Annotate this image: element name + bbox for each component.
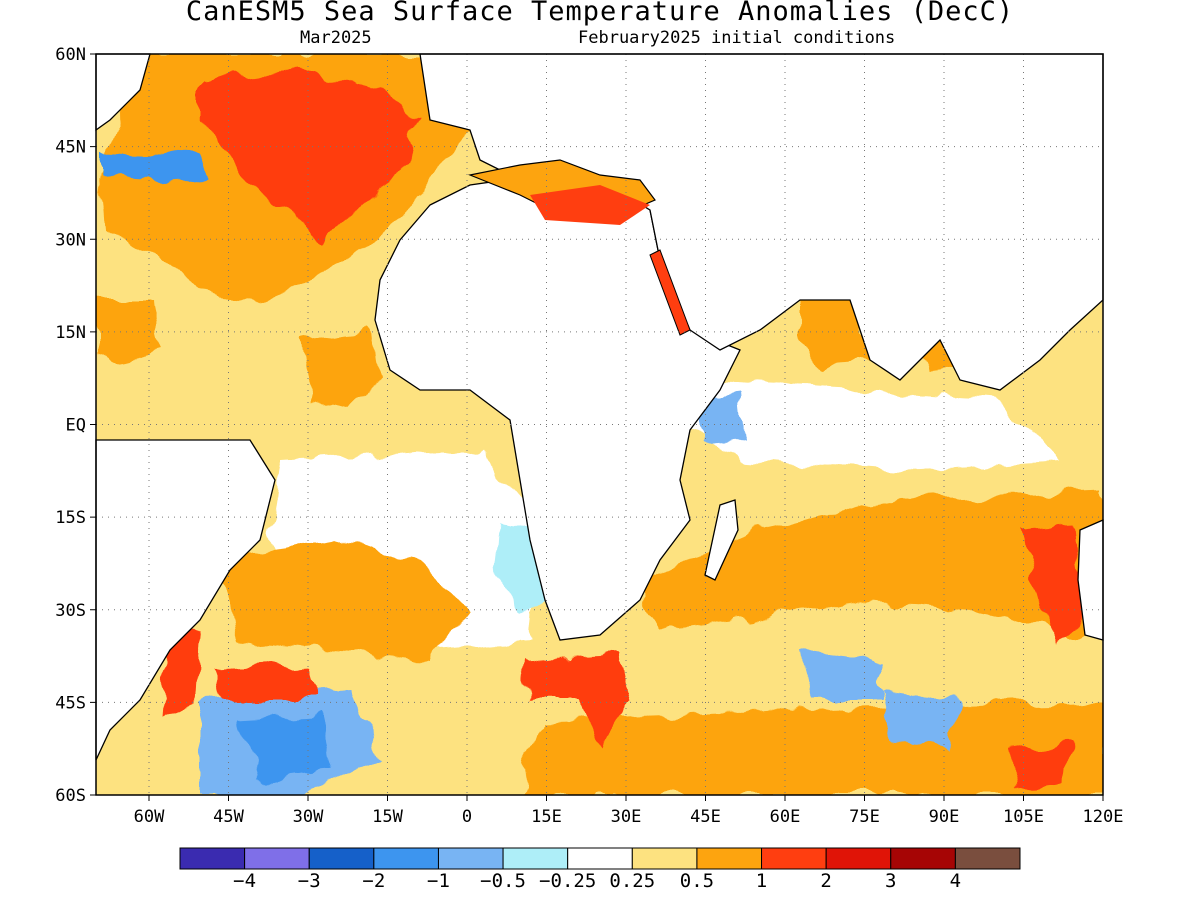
lat-tick-label: 30N (55, 230, 86, 250)
colorbar (179, 847, 1021, 870)
colorbar-swatch (244, 847, 310, 870)
lon-tick-label: 15W (372, 807, 403, 827)
lon-tick-label: 15E (531, 807, 562, 827)
lat-tick-label: 15N (55, 323, 86, 343)
lon-tick-label: 30E (611, 807, 642, 827)
colorbar-label: −0.25 (539, 870, 597, 892)
west-australia-strong-warm-region (1020, 525, 1085, 645)
lat-tick-label: 60S (55, 786, 86, 806)
red-sea (649, 249, 691, 336)
colorbar-label: 3 (885, 870, 897, 892)
southern-ocean-strong-warm-patch (1010, 745, 1070, 785)
indian-ocean-neutral-region (690, 380, 1060, 470)
colorbar-swatch (308, 847, 375, 870)
lat-tick-label: 30S (55, 601, 86, 621)
tropical-atlantic-warm-region (300, 330, 380, 410)
lon-tick-label: 60E (770, 807, 801, 827)
southern-ocean-warm-band (520, 700, 1103, 795)
mediterranean-strong-warm (530, 185, 650, 225)
southern-indian-cold-region (800, 650, 880, 700)
australia-land (1077, 519, 1104, 641)
colorbar-label: −0.5 (480, 870, 526, 892)
gulf-stream-cold-region (100, 150, 210, 180)
lat-tick-label: 45S (55, 693, 86, 713)
colorbar-swatch (954, 847, 1021, 870)
colorbar-label: 2 (820, 870, 832, 892)
west-atlantic-warm-region (96, 300, 160, 360)
landmasses (95, 53, 1104, 761)
chart-title: CanESM5 Sea Surface Temperature Anomalie… (185, 0, 1015, 27)
colorbar-swatch (890, 847, 956, 870)
colorbar-swatch (179, 847, 246, 870)
lon-tick-label: 90E (929, 807, 960, 827)
colorbar-swatch (761, 847, 827, 870)
lon-tick-label: 105E (1003, 807, 1044, 827)
colorbar-label: 0.25 (609, 870, 656, 892)
forecast-month: Mar2025 (300, 28, 372, 48)
lon-tick-label: 75E (849, 807, 880, 827)
agulhas-strong-warm-region (520, 655, 630, 750)
south-america-land (95, 439, 276, 761)
lon-tick-label: 60W (134, 807, 165, 827)
somali-cold-region (700, 395, 745, 445)
colorbar-swatch (696, 847, 763, 870)
colorbar-label: −3 (297, 870, 321, 892)
colorbar-label: −1 (427, 870, 450, 892)
lat-tick-label: EQ (66, 416, 86, 436)
south-indian-warm-region (640, 490, 1103, 640)
lon-tick-label: 0 (462, 807, 472, 827)
lat-tick-label: 15S (55, 508, 86, 528)
lat-tick-label: 45N (55, 138, 86, 158)
colorbar-swatch (825, 847, 892, 870)
madagascar-land (704, 499, 739, 581)
lat-tick-label: 60N (55, 45, 86, 65)
lon-tick-label: 45W (213, 807, 244, 827)
south-america-coast-strong-warm (160, 630, 200, 720)
lat-axis: 60N 45N 30N 15N EQ 15S 30S 45S 60S (55, 45, 96, 806)
arabia-asia-land (419, 53, 1104, 391)
colorbar-label: 4 (949, 870, 962, 892)
colorbar-label: −2 (362, 870, 386, 892)
colorbar-label: −4 (233, 870, 257, 892)
colorbar-swatch (373, 847, 439, 870)
colorbar-swatch (437, 847, 504, 870)
colorbar-swatch (631, 847, 698, 870)
southern-indian-cold-region-2 (880, 690, 960, 750)
colorbar-swatch (567, 847, 633, 870)
colorbar-swatch (502, 847, 569, 870)
south-atlantic-cold-core (240, 715, 330, 780)
lon-tick-label: 120E (1083, 807, 1124, 827)
lon-axis: 60W 45W 30W 15W 0 15E 30E 45E 60E 75E 90E 105E 120E (134, 795, 1124, 827)
lon-tick-label: 45E (690, 807, 721, 827)
colorbar-label: 0.5 (679, 870, 715, 892)
south-atlantic-strong-warm-streak (210, 665, 320, 700)
initial-conditions-label: February2025 initial conditions (578, 28, 896, 48)
lon-tick-label: 30W (293, 807, 324, 827)
south-atlantic-warm-region (220, 540, 470, 660)
colorbar-label: 1 (755, 870, 768, 892)
north-atlantic-strong-warm-region (200, 70, 420, 240)
